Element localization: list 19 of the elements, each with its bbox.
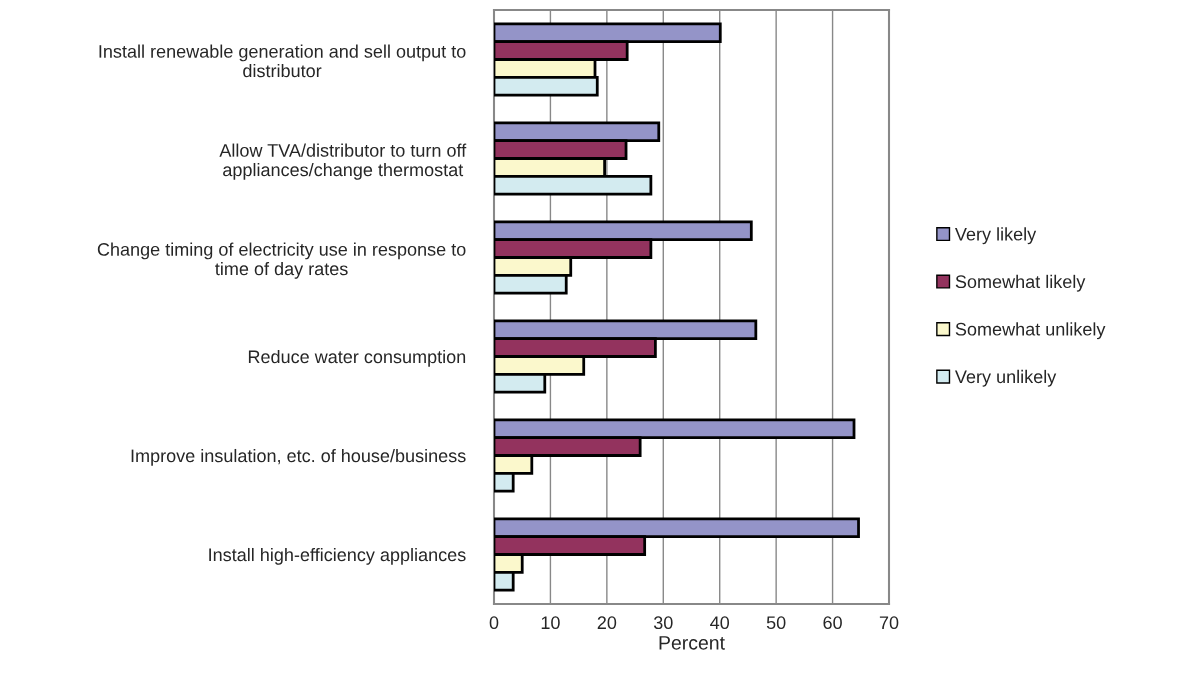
y-tick-label: Install high-efficiency appliances: [209, 547, 466, 565]
x-axis-title: Percent: [659, 636, 725, 650]
legend-label: Somewhat likely: [955, 274, 1086, 292]
x-tick-label: 70: [879, 616, 899, 630]
legend-label: Very unlikely: [954, 369, 1057, 387]
y-tick-label: Allow TVA/distributor to turn off appliances/change thermostat: [219, 143, 467, 180]
x-tick-label: 10: [541, 616, 560, 630]
x-tick-label: 30: [653, 616, 673, 630]
y-tick-label: Install renewable generation and sell output to distributor: [99, 44, 466, 78]
legend-label: Somewhat unlikely: [955, 322, 1106, 340]
x-tick-label: 20: [597, 616, 617, 630]
x-tick-label: 40: [710, 616, 730, 630]
x-tick-label: 60: [823, 616, 842, 630]
legend-label: Very likely: [954, 227, 1037, 245]
y-tick-label: Improve insulation, etc. of house/business: [131, 448, 466, 466]
y-tick-label: Reduce water consumption: [248, 349, 466, 367]
x-tick-label: 50: [766, 616, 786, 630]
x-tick-label: 0: [489, 616, 499, 630]
y-tick-label: Change timing of electricity use in response to time of day rates: [97, 242, 466, 279]
